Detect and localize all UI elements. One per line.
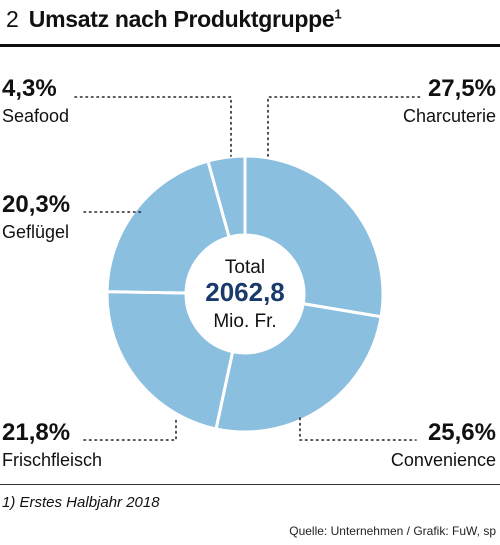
- label-name-seafood: Seafood: [2, 106, 69, 126]
- leader-frischfleisch: [83, 417, 177, 441]
- label-pct-convenience: 25,6%: [428, 419, 496, 446]
- slice-gefl-gel: [105, 159, 232, 295]
- slice-convenience: [214, 302, 383, 434]
- leader-charcuterie: [267, 96, 421, 157]
- source-line: Quelle: Unternehmen / Grafik: FuW, sp: [289, 524, 496, 538]
- slice-charcuterie: [243, 154, 385, 319]
- label-name-convenience: Convenience: [391, 450, 496, 470]
- label-pct-charcuterie: 27,5%: [428, 75, 496, 102]
- chart-number: 2: [6, 6, 19, 32]
- label-pct-frischfleisch: 21,8%: [2, 419, 70, 446]
- center-total-value: 2062,8: [205, 277, 285, 307]
- center-total-label: Total: [225, 257, 265, 278]
- leader-seafood: [74, 96, 232, 157]
- label-name-charcuterie: Charcuterie: [403, 106, 496, 126]
- footnote: 1) Erstes Halbjahr 2018: [2, 494, 160, 511]
- header-rule: [0, 44, 500, 47]
- footer-rule: [0, 484, 500, 485]
- label-name-gefl-gel: Geflügel: [2, 222, 69, 242]
- leader-convenience: [299, 417, 417, 441]
- label-name-frischfleisch: Frischfleisch: [2, 450, 102, 470]
- chart-header: 2 Umsatz nach Produktgruppe1: [6, 6, 342, 40]
- slice-seafood: [206, 154, 247, 240]
- label-pct-gefl-gel: 20,3%: [2, 191, 70, 218]
- footnote-marker: 1: [334, 6, 342, 22]
- center-total-unit: Mio. Fr.: [213, 311, 276, 332]
- slice-frischfleisch: [105, 290, 235, 431]
- chart-title-text: Umsatz nach Produktgruppe: [28, 6, 335, 32]
- label-pct-seafood: 4,3%: [2, 75, 57, 102]
- chart-title: Umsatz nach Produktgruppe1: [29, 6, 342, 33]
